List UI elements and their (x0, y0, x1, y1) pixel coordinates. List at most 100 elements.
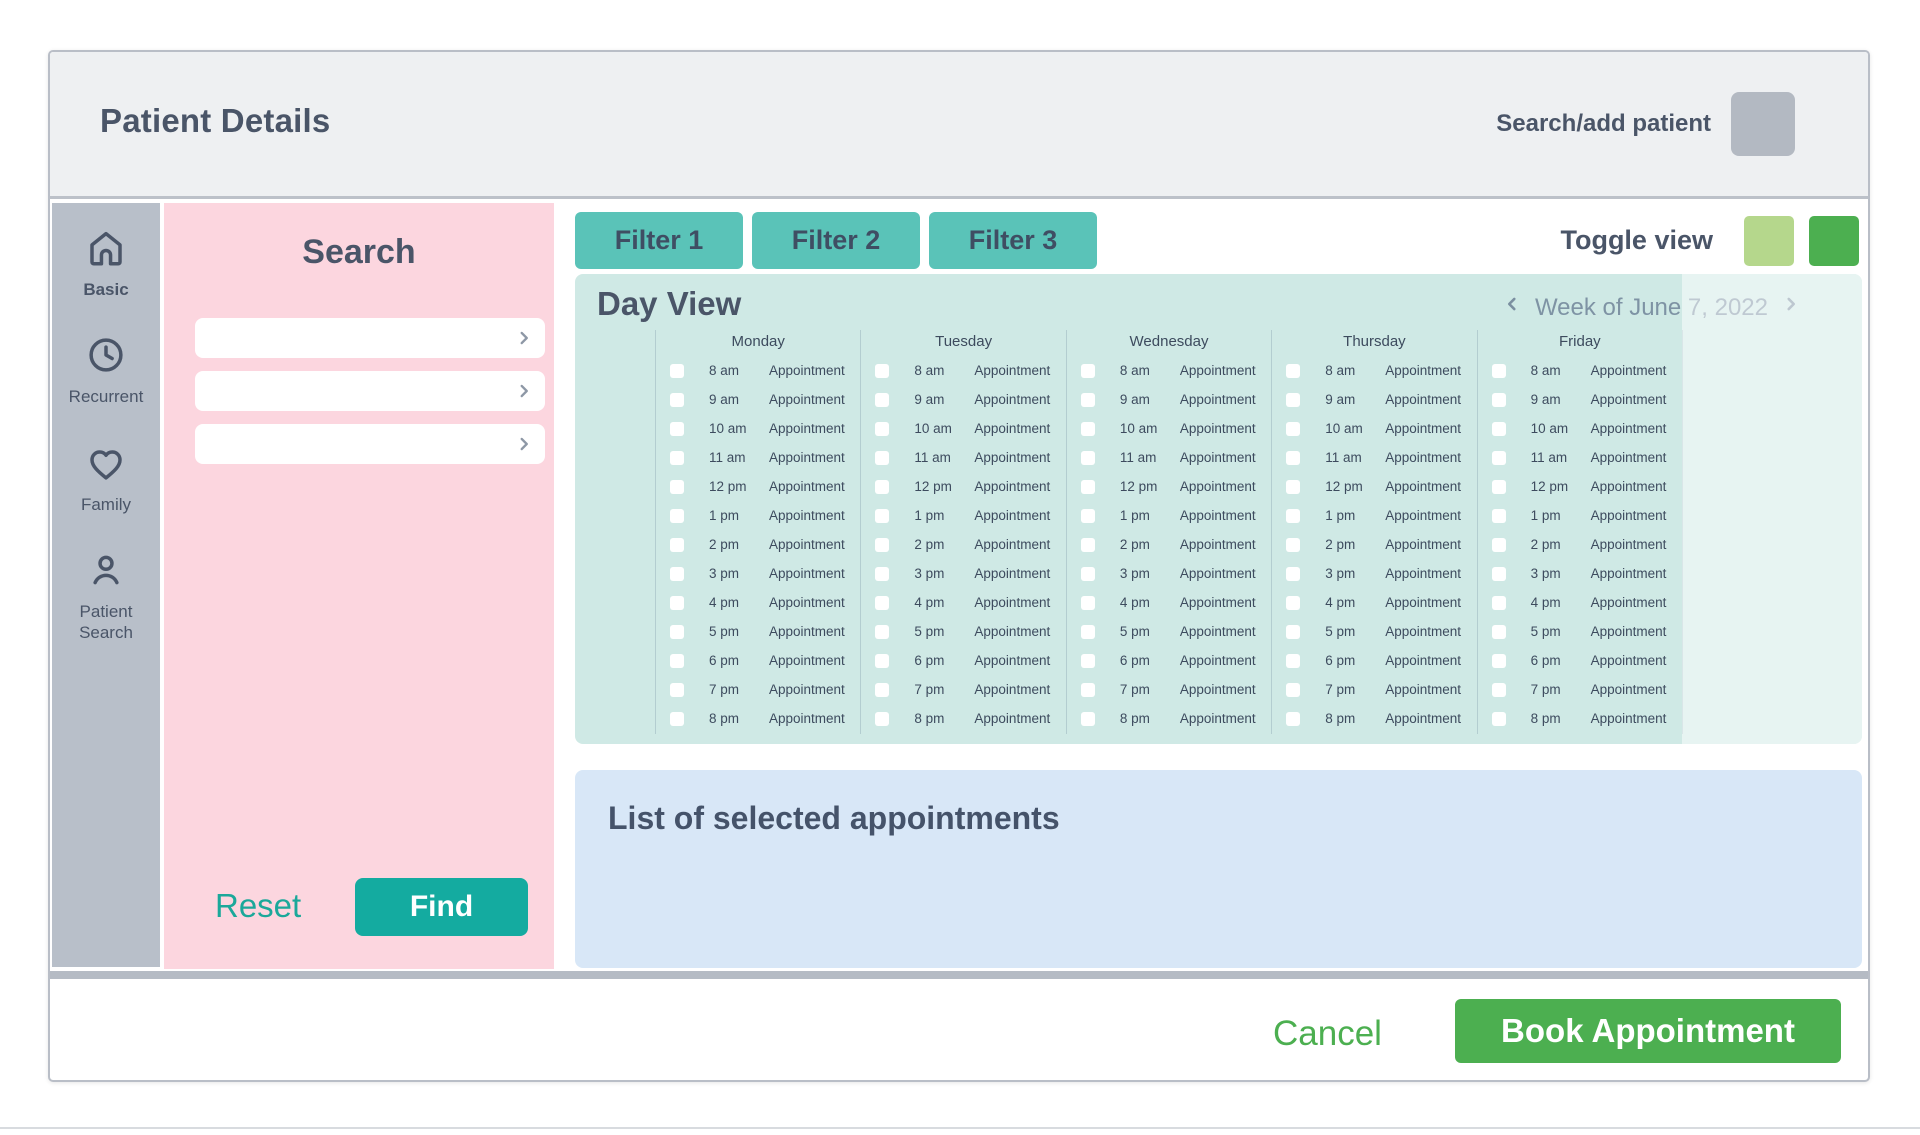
appointment-slot: 6 pm Appointment (656, 646, 860, 675)
slot-checkbox[interactable] (1286, 479, 1301, 494)
slot-checkbox[interactable] (670, 479, 684, 494)
slot-checkbox[interactable] (1080, 392, 1095, 407)
toggle-view-option-dark[interactable] (1809, 215, 1859, 266)
slot-checkbox[interactable] (1286, 363, 1301, 378)
slot-checkbox[interactable] (1286, 537, 1301, 552)
slot-checkbox[interactable] (875, 363, 890, 378)
slot-checkbox[interactable] (1080, 363, 1095, 378)
slot-checkbox[interactable] (670, 653, 684, 668)
slot-label: Appointment (1179, 682, 1256, 697)
slot-checkbox[interactable] (1491, 595, 1506, 610)
cancel-button[interactable]: Cancel (1273, 1014, 1382, 1053)
slot-checkbox[interactable] (670, 682, 684, 697)
slot-checkbox[interactable] (1286, 392, 1301, 407)
sidebar-item-patient-search[interactable]: Patient Search (60, 549, 152, 644)
slot-checkbox[interactable] (875, 711, 890, 726)
slot-checkbox[interactable] (1080, 479, 1095, 494)
appointment-slot: 1 pm Appointment (861, 501, 1065, 530)
slot-checkbox[interactable] (1491, 508, 1506, 523)
slot-checkbox[interactable] (670, 711, 684, 726)
slot-checkbox[interactable] (1080, 595, 1095, 610)
slot-checkbox[interactable] (875, 421, 890, 436)
search-field-1[interactable] (195, 318, 545, 358)
slot-checkbox[interactable] (1286, 624, 1301, 639)
slot-checkbox[interactable] (1491, 363, 1506, 378)
slot-checkbox[interactable] (1491, 682, 1506, 697)
chevron-left-icon[interactable] (1501, 293, 1523, 322)
slot-checkbox[interactable] (1491, 479, 1506, 494)
slot-checkbox[interactable] (1286, 421, 1301, 436)
slot-checkbox[interactable] (1286, 450, 1301, 465)
slot-time: 7 pm (1530, 682, 1561, 697)
slot-checkbox[interactable] (1080, 421, 1095, 436)
slot-checkbox[interactable] (875, 595, 890, 610)
content-divider (50, 971, 1868, 979)
slot-checkbox[interactable] (1491, 566, 1506, 581)
slot-checkbox[interactable] (1491, 537, 1506, 552)
filter-2-button[interactable]: Filter 2 (752, 212, 920, 269)
sidebar-item-basic[interactable]: Basic (60, 227, 152, 300)
toggle-view-option-light[interactable] (1744, 215, 1794, 266)
slot-time: 11 am (1119, 450, 1157, 465)
search-add-label: Search/add patient (1496, 110, 1711, 137)
sidebar-item-family[interactable]: Family (60, 442, 152, 515)
find-button[interactable]: Find (355, 878, 528, 936)
slot-checkbox[interactable] (670, 450, 684, 465)
slot-checkbox[interactable] (1286, 566, 1301, 581)
slot-checkbox[interactable] (1491, 421, 1506, 436)
slot-checkbox[interactable] (1080, 682, 1095, 697)
search-field-2[interactable] (195, 371, 545, 411)
slot-checkbox[interactable] (1080, 624, 1095, 639)
sidebar-item-recurrent[interactable]: Recurrent (60, 334, 152, 407)
slot-time: 8 pm (1530, 711, 1561, 726)
slot-checkbox[interactable] (670, 363, 684, 378)
slot-checkbox[interactable] (1286, 653, 1301, 668)
filter-1-button[interactable]: Filter 1 (575, 212, 743, 269)
slot-checkbox[interactable] (1491, 624, 1506, 639)
slot-checkbox[interactable] (1080, 450, 1095, 465)
slot-checkbox[interactable] (1491, 653, 1506, 668)
slot-checkbox[interactable] (1491, 392, 1506, 407)
slot-checkbox[interactable] (670, 595, 684, 610)
search-add-patient-button[interactable] (1731, 92, 1795, 156)
slot-checkbox[interactable] (1286, 595, 1301, 610)
slot-checkbox[interactable] (875, 537, 890, 552)
slot-checkbox[interactable] (1286, 711, 1301, 726)
slot-checkbox[interactable] (670, 537, 684, 552)
appointment-slot: 12 pm Appointment (861, 472, 1065, 501)
slot-checkbox[interactable] (1080, 566, 1095, 581)
slot-label: Appointment (1179, 711, 1256, 726)
reset-button[interactable]: Reset (215, 887, 302, 924)
slot-checkbox[interactable] (670, 566, 684, 581)
slot-checkbox[interactable] (875, 653, 890, 668)
slot-checkbox[interactable] (875, 479, 890, 494)
chevron-right-icon[interactable] (1780, 293, 1802, 322)
slot-checkbox[interactable] (670, 508, 684, 523)
slot-checkbox[interactable] (1080, 508, 1095, 523)
slot-time: 10 am (709, 421, 747, 436)
slot-label: Appointment (1179, 653, 1256, 668)
slot-time: 8 pm (1325, 711, 1356, 726)
slot-checkbox[interactable] (670, 421, 684, 436)
book-appointment-button[interactable]: Book Appointment (1455, 999, 1841, 1063)
slot-checkbox[interactable] (670, 624, 684, 639)
slot-checkbox[interactable] (1491, 450, 1506, 465)
slot-checkbox[interactable] (875, 450, 890, 465)
search-field-3[interactable] (195, 424, 545, 464)
slot-checkbox[interactable] (1080, 537, 1095, 552)
slot-checkbox[interactable] (875, 566, 890, 581)
slot-checkbox[interactable] (1491, 711, 1506, 726)
filter-3-button[interactable]: Filter 3 (929, 212, 1097, 269)
slot-checkbox[interactable] (875, 508, 890, 523)
slot-checkbox[interactable] (875, 392, 890, 407)
slot-checkbox[interactable] (670, 392, 684, 407)
slot-checkbox[interactable] (1080, 711, 1095, 726)
slot-checkbox[interactable] (875, 624, 890, 639)
slot-checkbox[interactable] (1080, 653, 1095, 668)
slot-label: Appointment (769, 363, 845, 378)
slot-checkbox[interactable] (1286, 508, 1301, 523)
slot-checkbox[interactable] (875, 682, 890, 697)
appointment-slot: 8 am Appointment (656, 356, 860, 385)
slot-time: 3 pm (709, 566, 740, 581)
slot-checkbox[interactable] (1286, 682, 1301, 697)
